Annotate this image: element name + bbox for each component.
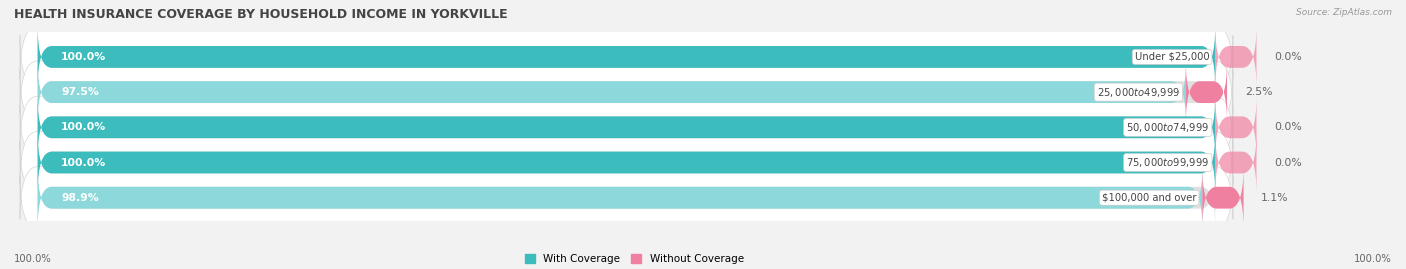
Text: 98.9%: 98.9% xyxy=(62,193,98,203)
FancyBboxPatch shape xyxy=(38,167,1202,229)
Text: $25,000 to $49,999: $25,000 to $49,999 xyxy=(1097,86,1180,99)
Text: 100.0%: 100.0% xyxy=(62,122,107,132)
FancyBboxPatch shape xyxy=(38,61,1185,123)
Text: $75,000 to $99,999: $75,000 to $99,999 xyxy=(1126,156,1209,169)
FancyBboxPatch shape xyxy=(38,26,1215,88)
FancyBboxPatch shape xyxy=(38,61,1215,123)
FancyBboxPatch shape xyxy=(20,167,1233,229)
FancyBboxPatch shape xyxy=(1215,26,1257,88)
FancyBboxPatch shape xyxy=(20,131,1233,194)
Text: HEALTH INSURANCE COVERAGE BY HOUSEHOLD INCOME IN YORKVILLE: HEALTH INSURANCE COVERAGE BY HOUSEHOLD I… xyxy=(14,8,508,21)
Text: 1.1%: 1.1% xyxy=(1261,193,1289,203)
FancyBboxPatch shape xyxy=(38,96,1215,159)
FancyBboxPatch shape xyxy=(20,26,1233,88)
FancyBboxPatch shape xyxy=(38,131,1215,194)
Text: 100.0%: 100.0% xyxy=(1354,254,1392,264)
Text: 97.5%: 97.5% xyxy=(62,87,98,97)
Text: Source: ZipAtlas.com: Source: ZipAtlas.com xyxy=(1296,8,1392,17)
FancyBboxPatch shape xyxy=(1202,167,1243,229)
FancyBboxPatch shape xyxy=(38,167,1215,229)
FancyBboxPatch shape xyxy=(20,61,1233,123)
Text: $50,000 to $74,999: $50,000 to $74,999 xyxy=(1126,121,1209,134)
Text: 0.0%: 0.0% xyxy=(1274,52,1302,62)
Text: 0.0%: 0.0% xyxy=(1274,158,1302,168)
Text: 100.0%: 100.0% xyxy=(62,158,107,168)
FancyBboxPatch shape xyxy=(20,96,1233,158)
FancyBboxPatch shape xyxy=(1215,96,1257,159)
Legend: With Coverage, Without Coverage: With Coverage, Without Coverage xyxy=(520,250,748,268)
Text: 0.0%: 0.0% xyxy=(1274,122,1302,132)
FancyBboxPatch shape xyxy=(1185,61,1227,123)
FancyBboxPatch shape xyxy=(38,131,1215,194)
FancyBboxPatch shape xyxy=(38,96,1215,159)
FancyBboxPatch shape xyxy=(38,26,1215,88)
Text: Under $25,000: Under $25,000 xyxy=(1135,52,1209,62)
FancyBboxPatch shape xyxy=(1215,131,1257,194)
Text: $100,000 and over: $100,000 and over xyxy=(1102,193,1197,203)
Text: 100.0%: 100.0% xyxy=(62,52,107,62)
Text: 100.0%: 100.0% xyxy=(14,254,52,264)
Text: 2.5%: 2.5% xyxy=(1244,87,1272,97)
